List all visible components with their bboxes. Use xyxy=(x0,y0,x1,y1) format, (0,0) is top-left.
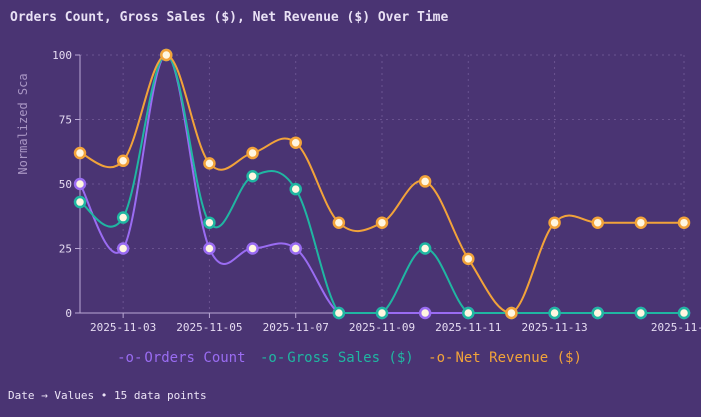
data-point xyxy=(634,216,648,229)
data-point xyxy=(73,177,87,191)
y-tick-label: 75 xyxy=(59,114,72,127)
data-point xyxy=(418,306,432,320)
data-point xyxy=(203,216,216,229)
data-point xyxy=(116,242,130,255)
data-point xyxy=(505,306,518,320)
data-point xyxy=(160,48,173,62)
legend-label: Orders Count xyxy=(144,350,246,366)
y-tick-label: 0 xyxy=(65,307,72,320)
data-point xyxy=(548,216,561,229)
x-tick-label: 2025-11-05 xyxy=(176,321,242,334)
data-point xyxy=(246,170,259,183)
data-point xyxy=(73,195,87,209)
data-point xyxy=(418,175,432,188)
legend-item-net[interactable]: -o- Net Revenue ($) xyxy=(428,350,582,366)
data-point xyxy=(203,242,216,255)
data-point xyxy=(116,154,130,168)
x-tick-label: 2025-11-03 xyxy=(90,321,156,334)
data-point xyxy=(591,306,604,320)
data-point xyxy=(203,157,216,170)
data-point xyxy=(375,306,389,320)
legend-label: Gross Sales ($) xyxy=(287,350,414,366)
x-tick-label: 2025-11-11 xyxy=(435,321,501,334)
data-point xyxy=(418,242,432,255)
data-point xyxy=(375,216,389,229)
x-tick-label: 2025-11-09 xyxy=(349,321,415,334)
legend: -o- Orders Count -o- Gross Sales ($) -o- Ne… xyxy=(0,350,701,366)
data-point xyxy=(289,136,302,149)
data-point xyxy=(246,242,259,255)
data-point xyxy=(73,146,87,160)
data-point xyxy=(332,306,346,320)
x-tick-label: 2025-11-07 xyxy=(263,321,329,334)
data-point xyxy=(677,216,691,229)
data-point xyxy=(677,306,691,320)
data-point xyxy=(332,216,346,229)
data-point xyxy=(289,182,302,196)
data-point xyxy=(116,211,130,224)
data-point xyxy=(462,306,475,320)
data-point xyxy=(548,306,561,320)
data-point xyxy=(289,242,302,255)
y-tick-label: 100 xyxy=(52,49,72,62)
legend-label: Net Revenue ($) xyxy=(455,350,582,366)
x-tick-label: 2025-11-13 xyxy=(521,321,587,334)
x-tick-label: 2025-11-16 xyxy=(651,321,701,334)
footer-summary: Date → Values • 15 data points xyxy=(8,389,207,402)
y-tick-label: 50 xyxy=(59,178,72,191)
data-point xyxy=(591,216,604,229)
data-point xyxy=(246,146,259,160)
legend-item-orders[interactable]: -o- Orders Count xyxy=(117,350,246,366)
data-point xyxy=(634,306,648,320)
y-axis-label: Normalized Sca xyxy=(16,73,30,174)
y-tick-label: 25 xyxy=(59,243,72,256)
data-point xyxy=(462,252,475,266)
legend-item-gross[interactable]: -o- Gross Sales ($) xyxy=(259,350,414,366)
chart-title: Orders Count, Gross Sales ($), Net Reven… xyxy=(10,10,449,25)
